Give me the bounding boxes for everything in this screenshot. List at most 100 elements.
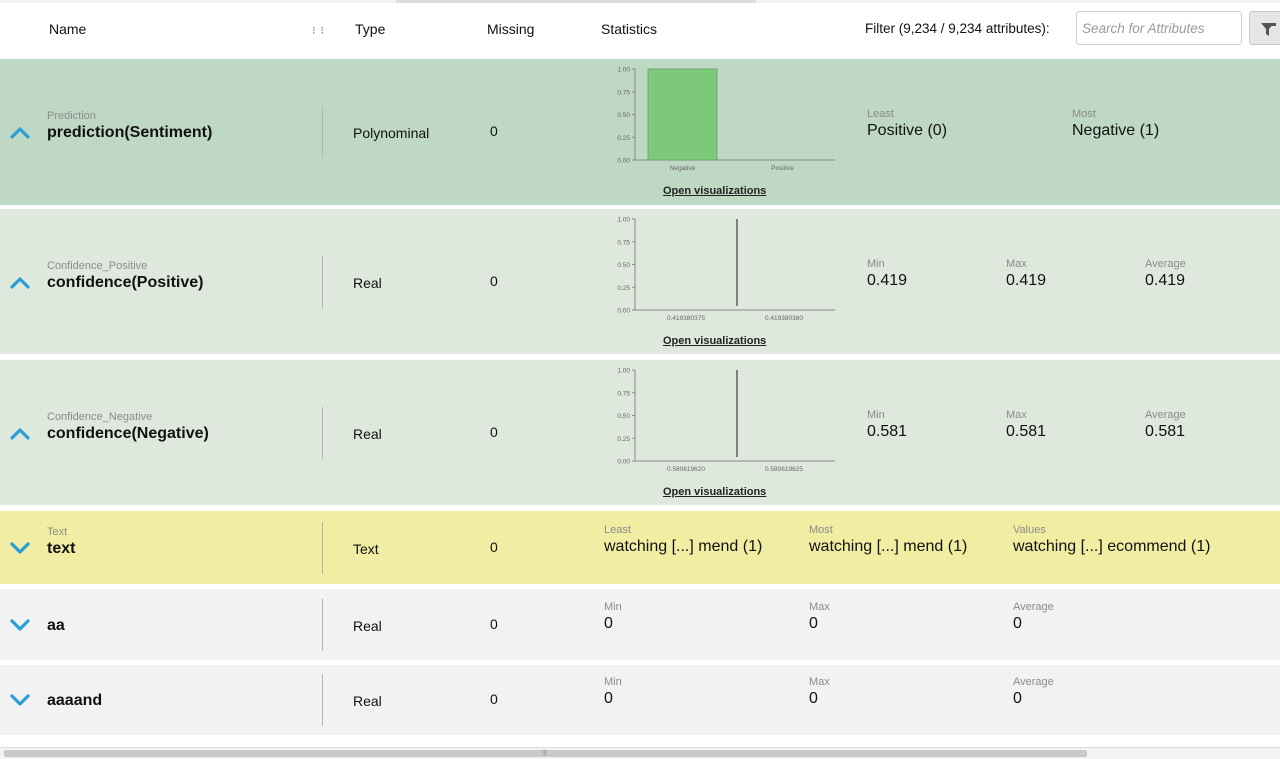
y-tick-label: 0.50	[617, 413, 630, 420]
column-divider	[322, 255, 323, 308]
attribute-row[interactable]: aa Real 0 Min 0 Max 0 Average 0	[0, 589, 1280, 660]
stat-least: Least watching [...] mend (1)	[604, 524, 762, 556]
stat-label: Min	[604, 600, 622, 613]
stat-label: Min	[867, 408, 885, 421]
x-tick-label: 0.580619625	[765, 466, 803, 473]
column-resize-icon[interactable]: ⁝ ⁝	[312, 25, 326, 37]
stat-label: Least	[604, 523, 631, 536]
y-tick-label: 0.50	[617, 112, 630, 119]
missing-count: 0	[490, 538, 498, 555]
x-tick-label: Negative	[670, 165, 696, 172]
y-tick-label: 1.00	[617, 217, 630, 224]
stat-value: 0.581	[1145, 422, 1186, 440]
stat-values: Values watching [...] ecommend (1)	[1013, 524, 1210, 556]
filter-button[interactable]	[1249, 11, 1280, 45]
expand-toggle[interactable]	[8, 690, 32, 710]
stat-most: Most watching [...] mend (1)	[809, 524, 967, 556]
stat-label: Max	[809, 600, 830, 613]
open-visualizations-link[interactable]: Open visualizations	[663, 335, 767, 347]
attribute-type: Real	[353, 693, 382, 709]
y-tick-label: 0.00	[617, 158, 630, 165]
missing-count: 0	[490, 423, 498, 440]
stat-value: 0.419	[1145, 271, 1186, 289]
scrollbar-grip-icon: |||	[542, 750, 547, 756]
y-tick-label: 0.75	[617, 390, 630, 397]
y-tick-label: 0.25	[617, 285, 630, 292]
stat-max: Max 0	[809, 676, 830, 708]
y-tick-label: 0.75	[617, 89, 630, 96]
y-tick-label: 0.25	[617, 135, 630, 142]
stat-value: watching [...] mend (1)	[809, 537, 968, 555]
stat-label: Most	[1072, 108, 1096, 120]
expand-toggle[interactable]	[8, 615, 32, 635]
y-tick-label: 0.50	[617, 262, 630, 269]
column-divider	[322, 106, 323, 158]
attribute-role: Prediction	[47, 110, 96, 122]
x-tick-label: 0.580619620	[667, 466, 705, 473]
y-tick-label: 0.00	[617, 459, 630, 466]
mini-chart-svg: 1.00 0.75 0.50 0.25 0.00 Negative Positive	[617, 67, 835, 172]
x-tick-label: 0.419380375	[667, 315, 705, 322]
stat-label: Min	[867, 257, 885, 270]
stat-value: watching [...] ecommend (1)	[1013, 537, 1211, 555]
stat-value: 0.419	[1006, 271, 1047, 289]
missing-count: 0	[490, 691, 498, 707]
chevron-up-icon	[10, 127, 30, 139]
top-strip	[0, 0, 1280, 3]
scrollbar-thumb[interactable]	[4, 750, 1087, 757]
open-visualizations-link[interactable]: Open visualizations	[663, 486, 767, 498]
header-type[interactable]: Type	[355, 21, 386, 37]
collapse-toggle[interactable]	[8, 273, 32, 293]
attribute-role: Confidence_Negative	[47, 410, 153, 423]
stat-value: Positive (0)	[867, 122, 948, 139]
header-statistics[interactable]: Statistics	[601, 21, 658, 37]
horizontal-scrollbar[interactable]: |||	[0, 747, 1280, 759]
column-divider	[322, 674, 323, 726]
collapse-toggle[interactable]	[8, 123, 32, 143]
stat-value: Negative (1)	[1072, 122, 1160, 139]
stat-average: Average 0.419	[1145, 258, 1186, 290]
expand-toggle[interactable]	[8, 538, 32, 558]
header-missing[interactable]: Missing	[487, 21, 535, 37]
collapse-toggle[interactable]	[8, 424, 32, 444]
stat-label: Min	[604, 676, 622, 688]
stat-value: 0	[809, 614, 818, 632]
chevron-down-icon	[10, 541, 30, 554]
bar-negative[interactable]	[647, 68, 718, 161]
stat-value: 0	[604, 690, 613, 707]
attribute-row[interactable]: Confidence_Positive confidence(Positive) R…	[0, 209, 1280, 354]
mini-chart[interactable]: 1.00 0.75 0.50 0.25 0.00 0.580619620 0.5806196…	[605, 362, 837, 484]
open-visualizations-link[interactable]: Open visualizations	[663, 185, 767, 197]
attribute-name: prediction(Sentiment)	[47, 124, 213, 141]
stat-min: Min 0	[604, 676, 622, 708]
stat-label: Least	[867, 108, 894, 120]
header-name[interactable]: Name	[49, 21, 87, 37]
filter-icon	[1261, 23, 1276, 36]
stat-value: 0.419	[867, 271, 908, 289]
attribute-type: Text	[353, 540, 379, 557]
column-divider	[322, 598, 323, 651]
stat-least: Least Positive (0)	[867, 108, 947, 140]
mini-chart[interactable]: 1.00 0.75 0.50 0.25 0.00 Negative Positive	[605, 61, 837, 183]
chevron-down-icon	[10, 618, 30, 631]
attribute-row[interactable]: Text text Text 0 Least watching [...] mend (1…	[0, 511, 1280, 584]
chevron-down-icon	[10, 694, 30, 706]
stat-label: Values	[1013, 523, 1046, 536]
y-tick-label: 0.75	[617, 239, 630, 246]
attribute-row[interactable]: Confidence_Negative confidence(Negative) R…	[0, 360, 1280, 505]
attribute-role: Confidence_Positive	[47, 259, 148, 272]
attribute-row[interactable]: Prediction prediction(Sentiment) Polynomin…	[0, 59, 1280, 205]
stat-min: Min 0	[604, 601, 622, 633]
attribute-row[interactable]: aaaand Real 0 Min 0 Max 0 Average 0	[0, 665, 1280, 735]
y-tick-label: 1.00	[617, 67, 630, 74]
search-attributes-input[interactable]	[1076, 11, 1242, 45]
x-tick-label: Positive	[771, 165, 794, 172]
stat-label: Most	[809, 523, 833, 536]
mini-chart[interactable]: 1.00 0.75 0.50 0.25 0.00 0.419380375 0.4193803…	[605, 211, 837, 333]
column-divider	[322, 406, 323, 459]
attribute-name: confidence(Positive)	[47, 273, 204, 291]
attribute-name: aaaand	[47, 692, 103, 709]
missing-count: 0	[490, 272, 498, 289]
chevron-up-icon	[10, 276, 30, 289]
stat-min: Min 0.581	[867, 409, 907, 441]
